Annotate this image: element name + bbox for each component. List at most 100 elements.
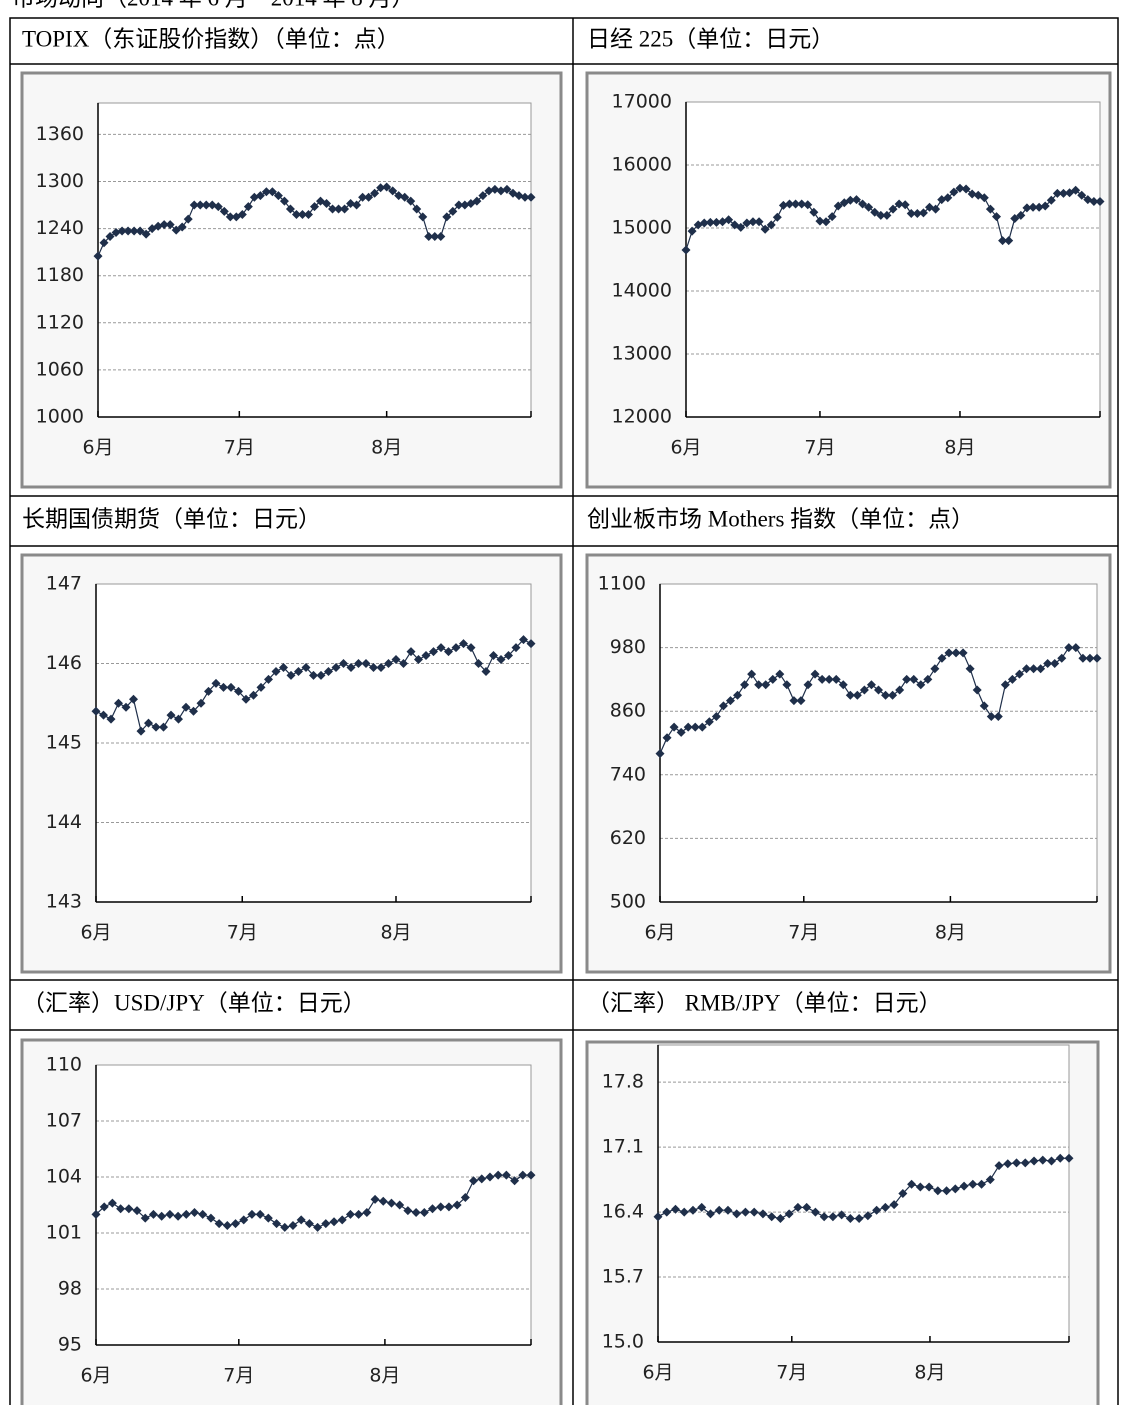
- data-point: [1057, 653, 1067, 663]
- data-point: [196, 698, 206, 708]
- y-tick-label: 16000: [612, 154, 672, 176]
- data-point: [767, 1212, 777, 1222]
- data-point: [831, 674, 841, 684]
- data-point: [705, 217, 715, 227]
- data-point: [775, 1214, 785, 1224]
- data-point: [979, 701, 989, 711]
- y-tick-label: 17000: [612, 91, 672, 113]
- data-point: [775, 669, 785, 679]
- x-tick-label: 7月: [223, 1365, 254, 1387]
- data-point: [1016, 210, 1026, 220]
- data-point: [876, 210, 886, 220]
- data-point: [288, 1221, 298, 1231]
- data-point: [909, 674, 919, 684]
- x-tick-label: 7月: [788, 922, 819, 944]
- data-point: [225, 212, 235, 222]
- y-tick-label: 143: [46, 891, 82, 913]
- data-point: [930, 664, 940, 674]
- y-tick-label: 980: [610, 636, 646, 658]
- data-point: [803, 200, 813, 210]
- data-point: [699, 218, 709, 228]
- data-point: [144, 718, 153, 728]
- data-point: [279, 662, 288, 672]
- data-point: [382, 182, 392, 192]
- data-point: [106, 714, 116, 724]
- data-point: [1022, 203, 1032, 213]
- data-point: [906, 209, 916, 219]
- data-point: [378, 1196, 388, 1206]
- data-point: [219, 206, 229, 216]
- chart-title: TOPIX（东证股价指数）（单位：点）: [22, 26, 400, 51]
- data-point: [321, 1219, 331, 1229]
- data-point: [466, 643, 476, 653]
- data-point: [688, 1205, 698, 1215]
- data-point: [386, 1198, 396, 1208]
- data-point: [1095, 197, 1105, 207]
- data-point: [352, 200, 362, 210]
- data-point: [898, 1189, 908, 1198]
- data-point: [817, 674, 827, 684]
- data-point: [469, 1176, 479, 1186]
- data-point: [309, 670, 318, 680]
- data-point: [833, 201, 843, 211]
- data-point: [451, 643, 461, 653]
- data-point: [923, 674, 933, 684]
- y-tick-label: 104: [46, 1166, 82, 1188]
- data-point: [1047, 1156, 1057, 1166]
- data-point: [198, 1209, 208, 1219]
- data-point: [211, 678, 221, 688]
- data-point: [294, 666, 303, 676]
- data-point: [171, 225, 181, 235]
- data-point: [129, 226, 139, 236]
- data-point: [273, 191, 283, 201]
- data-point: [280, 1222, 290, 1232]
- data-point: [141, 229, 151, 239]
- data-point: [255, 1209, 265, 1219]
- data-point: [243, 202, 253, 212]
- data-point: [1028, 202, 1038, 212]
- y-tick-label: 15.7: [602, 1266, 644, 1288]
- data-point: [705, 1209, 715, 1219]
- data-point: [444, 1202, 454, 1212]
- data-point: [421, 651, 431, 661]
- data-point: [526, 192, 536, 202]
- data-point: [943, 193, 953, 203]
- data-point: [1043, 659, 1053, 668]
- data-point: [358, 192, 368, 202]
- data-point: [489, 651, 498, 661]
- data-point: [683, 722, 693, 732]
- data-point: [399, 659, 408, 668]
- data-point: [937, 653, 947, 663]
- data-point: [888, 204, 898, 214]
- data-point: [1034, 202, 1044, 212]
- data-point: [406, 196, 416, 206]
- data-point: [362, 1207, 372, 1217]
- data-point: [418, 212, 428, 222]
- data-point: [828, 1212, 838, 1222]
- data-point: [324, 666, 333, 676]
- data-point: [519, 635, 528, 645]
- data-point: [785, 199, 794, 209]
- data-point: [979, 193, 989, 203]
- data-point: [858, 199, 868, 209]
- data-point: [965, 664, 975, 674]
- data-point: [361, 659, 371, 668]
- data-point: [376, 183, 386, 193]
- data-point: [704, 717, 714, 727]
- data-point: [204, 686, 213, 696]
- data-point: [1020, 1158, 1030, 1168]
- data-point: [140, 1213, 150, 1223]
- data-point: [902, 674, 912, 684]
- data-point: [950, 1184, 960, 1194]
- plot-area: [97, 102, 532, 418]
- data-point: [1046, 195, 1056, 205]
- data-point: [472, 196, 482, 206]
- data-point: [510, 1176, 520, 1186]
- data-point: [1071, 643, 1081, 653]
- data-point: [477, 1174, 487, 1184]
- data-point: [511, 643, 521, 653]
- data-point: [105, 231, 115, 241]
- data-point: [718, 701, 728, 711]
- data-point: [838, 680, 848, 690]
- plot-area: [95, 1064, 532, 1346]
